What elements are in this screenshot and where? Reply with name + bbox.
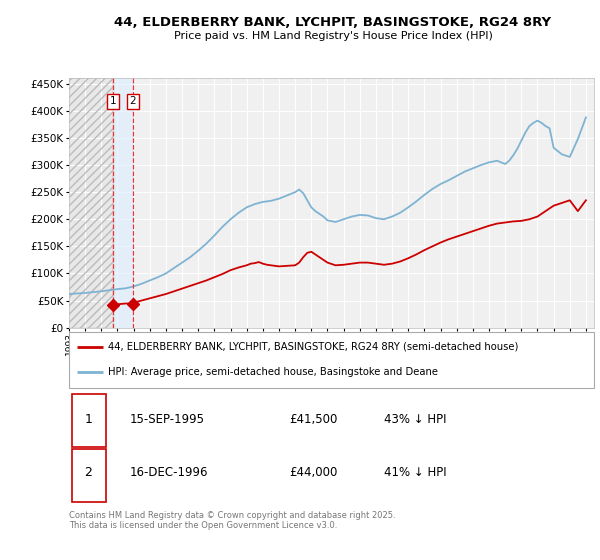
Bar [113,78,133,328]
Bar [69,78,113,328]
Text: 44, ELDERBERRY BANK, LYCHPIT, BASINGSTOKE, RG24 8RY: 44, ELDERBERRY BANK, LYCHPIT, BASINGSTOK… [115,16,551,29]
FancyBboxPatch shape [71,449,106,502]
Text: 16-DEC-1996: 16-DEC-1996 [130,466,208,479]
Text: Price paid vs. HM Land Registry's House Price Index (HPI): Price paid vs. HM Land Registry's House … [173,31,493,41]
Bar [69,78,113,328]
Text: 41% ↓ HPI: 41% ↓ HPI [384,466,446,479]
Text: 2: 2 [85,466,92,479]
Text: 2: 2 [130,96,136,106]
FancyBboxPatch shape [71,394,106,447]
Text: 43% ↓ HPI: 43% ↓ HPI [384,413,446,426]
Text: 1: 1 [85,413,92,426]
Text: Contains HM Land Registry data © Crown copyright and database right 2025.
This d: Contains HM Land Registry data © Crown c… [69,511,395,530]
Text: £41,500: £41,500 [290,413,338,426]
Text: 15-SEP-1995: 15-SEP-1995 [130,413,205,426]
Text: HPI: Average price, semi-detached house, Basingstoke and Deane: HPI: Average price, semi-detached house,… [109,367,439,377]
Text: 1: 1 [109,96,116,106]
FancyBboxPatch shape [69,332,594,388]
Text: 44, ELDERBERRY BANK, LYCHPIT, BASINGSTOKE, RG24 8RY (semi-detached house): 44, ELDERBERRY BANK, LYCHPIT, BASINGSTOK… [109,342,519,352]
Text: £44,000: £44,000 [290,466,338,479]
